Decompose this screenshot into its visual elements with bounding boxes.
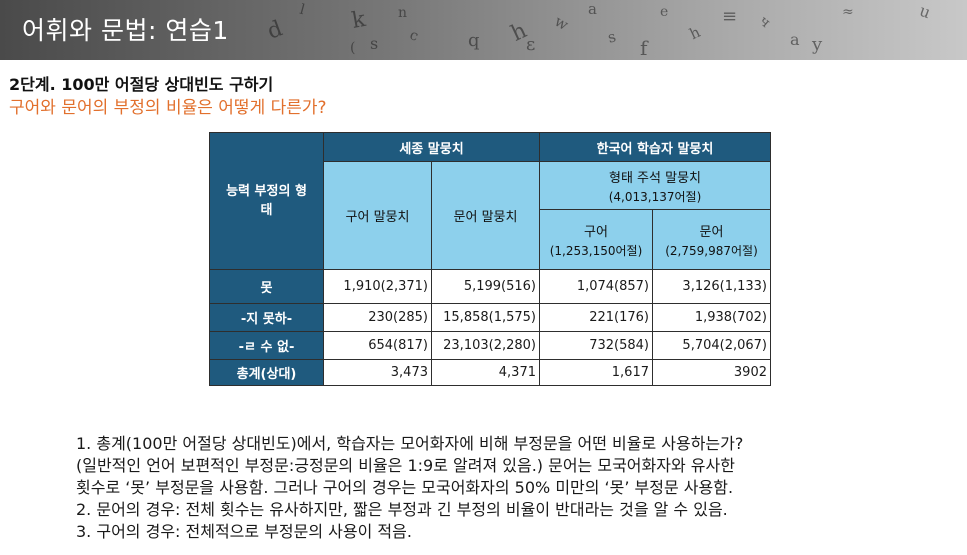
decorative-letter: f bbox=[640, 36, 648, 60]
col-learner-written-count: (2,759,987어절) bbox=[665, 243, 758, 258]
decorative-letter: ε bbox=[526, 34, 536, 55]
table-cell: 1,617 bbox=[539, 359, 653, 386]
col-header-learner-written: 문어 (2,759,987어절) bbox=[652, 209, 771, 270]
table-cell: 732(584) bbox=[539, 331, 653, 360]
col-learner-written-label: 문어 bbox=[699, 224, 724, 240]
table-cell: 230(285) bbox=[323, 303, 432, 332]
table-row: 못 1,910(2,371) 5,199(516) 1,074(857) 3,1… bbox=[209, 269, 771, 304]
row-header-title: 능력 부정의 형태 bbox=[209, 132, 324, 270]
decorative-letter: h bbox=[686, 22, 704, 44]
col-header-learner-spoken: 구어 (1,253,150어절) bbox=[539, 209, 653, 270]
decorative-letter: s bbox=[605, 27, 618, 47]
decorative-letter: e bbox=[660, 4, 669, 20]
decorative-letter: a bbox=[790, 30, 800, 49]
table-cell: 221(176) bbox=[539, 303, 653, 332]
table-cell: 3902 bbox=[652, 359, 771, 386]
table-cell: 3,473 bbox=[323, 359, 432, 386]
decorative-letter: c bbox=[407, 27, 421, 45]
table-cell: 15,858(1,575) bbox=[431, 303, 540, 332]
decorative-letter: ч bbox=[755, 12, 774, 32]
col-learner-spoken-count: (1,253,150어절) bbox=[549, 243, 643, 258]
header-banner: 어휘와 문법: 연습1 d l k s n c ( q h ε w a s f … bbox=[0, 0, 967, 60]
row-label-total: 총계(상대) bbox=[209, 359, 324, 386]
decorative-letter: ≈ bbox=[842, 4, 854, 20]
note-line: 3. 구어의 경우: 전체적으로 부정문의 사용이 적음. bbox=[76, 522, 412, 541]
decorative-letter: n bbox=[398, 5, 408, 21]
decorative-letter: s bbox=[370, 34, 379, 53]
note-line: 2. 문어의 경우: 전체 횟수는 유사하지만, 짧은 부정과 긴 부정의 비율… bbox=[76, 500, 728, 519]
table-cell: 23,103(2,280) bbox=[431, 331, 540, 360]
negation-frequency-table: 능력 부정의 형태 세종 말뭉치 한국어 학습자 말뭉치 구어 말뭉치 문어 말… bbox=[209, 132, 771, 386]
row-header-title-text: 능력 부정의 형태 bbox=[226, 184, 307, 218]
decorative-letter: q bbox=[468, 30, 480, 51]
decorative-letter: w bbox=[551, 11, 572, 35]
decorative-letter: k bbox=[349, 7, 368, 34]
table-cell: 654(817) bbox=[323, 331, 432, 360]
table-cell: 5,704(2,067) bbox=[652, 331, 771, 360]
row-label: 못 bbox=[209, 269, 324, 304]
table-row-total: 총계(상대) 3,473 4,371 1,617 3902 bbox=[209, 359, 771, 386]
notes-block: 1. 총계(100만 어절당 상대빈도)에서, 학습자는 모어화자에 비해 부정… bbox=[76, 433, 964, 543]
note-line: 횟수로 ‘못’ 부정문을 사용함. 그러나 구어의 경우는 모국어화자의 50%… bbox=[76, 478, 734, 497]
decorative-letter: u bbox=[917, 0, 934, 23]
table-cell: 1,074(857) bbox=[539, 269, 653, 304]
sub-header-learner-count: (4,013,137어절) bbox=[608, 189, 702, 204]
col-header-sejong-spoken: 구어 말뭉치 bbox=[323, 161, 432, 270]
decorative-letter: l bbox=[298, 1, 307, 19]
decorative-letter: ≡ bbox=[722, 6, 738, 27]
table-cell: 5,199(516) bbox=[431, 269, 540, 304]
group-header-sejong: 세종 말뭉치 bbox=[323, 132, 540, 162]
page-title: 어휘와 문법: 연습1 bbox=[22, 16, 229, 45]
col-learner-spoken-label: 구어 bbox=[584, 224, 608, 240]
table-cell: 4,371 bbox=[431, 359, 540, 386]
decorative-letter: a bbox=[588, 0, 597, 18]
decorative-letter: y bbox=[812, 34, 823, 55]
decorative-letter: ( bbox=[350, 40, 356, 56]
row-label: -지 못하- bbox=[209, 303, 324, 332]
table-row: -지 못하- 230(285) 15,858(1,575) 221(176) 1… bbox=[209, 303, 771, 332]
group-header-learner: 한국어 학습자 말뭉치 bbox=[539, 132, 771, 162]
row-label: -ㄹ 수 없- bbox=[209, 331, 324, 360]
note-line: 1. 총계(100만 어절당 상대빈도)에서, 학습자는 모어화자에 비해 부정… bbox=[76, 434, 744, 453]
sub-header-learner: 형태 주석 말뭉치 (4,013,137어절) bbox=[539, 161, 771, 210]
decorative-letter: d bbox=[264, 16, 286, 45]
note-line: (일반적인 언어 보편적인 부정문:긍정문의 비율은 1:9로 알려져 있음.)… bbox=[76, 456, 735, 475]
step-title: 2단계. 100만 어절당 상대빈도 구하기 bbox=[9, 75, 274, 94]
col-header-sejong-written: 문어 말뭉치 bbox=[431, 161, 540, 270]
sub-header-learner-label: 형태 주석 말뭉치 bbox=[609, 170, 701, 186]
question-text: 구어와 문어의 부정의 비율은 어떻게 다른가? bbox=[9, 98, 327, 118]
table-cell: 1,910(2,371) bbox=[323, 269, 432, 304]
table-row: -ㄹ 수 없- 654(817) 23,103(2,280) 732(584) … bbox=[209, 331, 771, 360]
table-cell: 1,938(702) bbox=[652, 303, 771, 332]
table-cell: 3,126(1,133) bbox=[652, 269, 771, 304]
